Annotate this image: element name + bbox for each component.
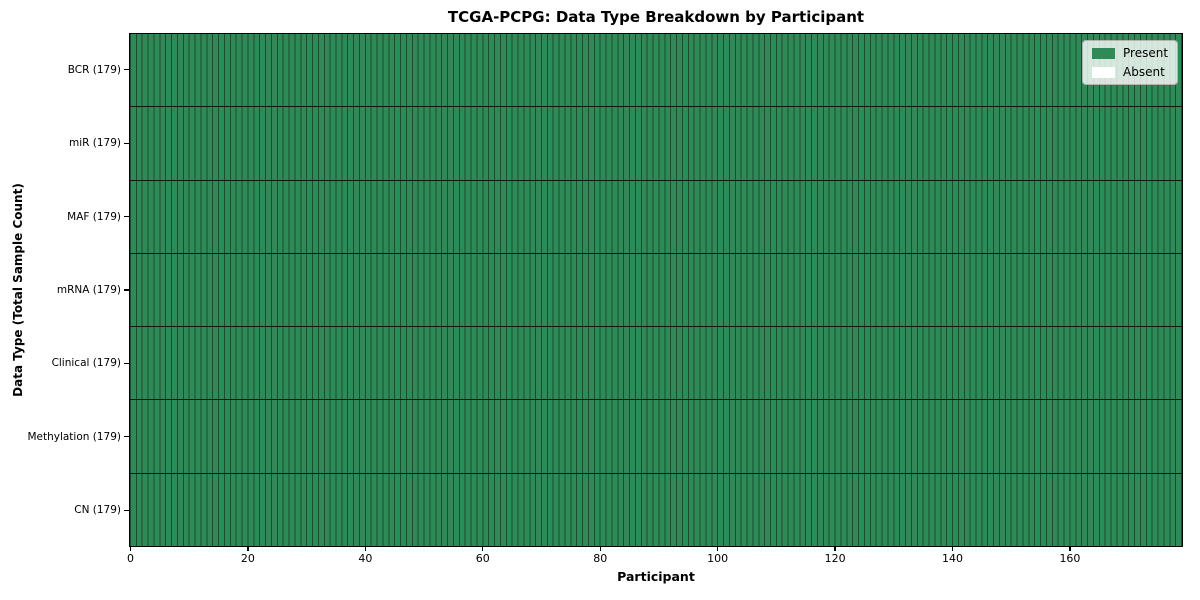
y-tick-mark (124, 215, 129, 218)
heatmap-row-mir (130, 107, 1182, 181)
x-tick-mark (599, 547, 601, 551)
x-tick-mark (1069, 547, 1071, 551)
y-tick-mark (124, 362, 129, 365)
heatmap-row-bcr (130, 34, 1182, 108)
x-tick-mark (717, 547, 719, 551)
x-axis-title: Participant (617, 569, 695, 584)
heatmap-row-maf (130, 180, 1182, 254)
x-tick-label-80: 80 (593, 552, 608, 565)
legend-label-present: Present (1123, 46, 1169, 60)
y-tick-mark (124, 142, 129, 144)
heatmap-row-mrna (130, 253, 1182, 328)
chart-title: TCGA-PCPG: Data Type Breakdown by Partic… (447, 8, 865, 26)
y-tick-label-maf: MAF (179) (67, 210, 121, 223)
legend: Present Absent (1082, 40, 1179, 85)
legend-swatch-absent-icon (1092, 66, 1115, 78)
x-tick-mark (247, 547, 249, 551)
y-tick-mark (124, 289, 129, 291)
y-tick-label-methylation: Methylation (179) (27, 430, 121, 443)
y-tick-label-bcr: BCR (179) (67, 63, 121, 76)
x-tick-mark (364, 547, 366, 551)
heatmap-row-methylation (130, 400, 1182, 474)
heatmap-row-cn (130, 473, 1182, 546)
y-tick-mark (124, 509, 129, 511)
x-tick-label-120: 120 (824, 552, 846, 565)
x-tick-label-60: 60 (475, 552, 490, 565)
x-tick-label-0: 0 (127, 552, 134, 565)
y-tick-label-mir: miR (179) (68, 137, 121, 150)
legend-item-absent: Absent (1092, 65, 1168, 79)
legend-item-present: Present (1092, 46, 1168, 60)
x-tick-mark (951, 547, 954, 551)
y-tick-mark (124, 436, 129, 438)
x-tick-mark (482, 547, 484, 551)
x-tick-label-160: 160 (1059, 552, 1081, 565)
legend-swatch-present-icon (1092, 47, 1115, 59)
plot-area (129, 33, 1183, 547)
x-tick-label-140: 140 (942, 552, 963, 565)
legend-label-absent: Absent (1123, 65, 1165, 79)
heatmap-row-clinical (130, 327, 1182, 401)
x-tick-label-20: 20 (240, 552, 255, 565)
y-tick-label-cn: CN (179) (74, 504, 121, 517)
y-tick-mark (124, 69, 129, 71)
x-tick-mark (129, 547, 132, 551)
y-tick-label-mrna: mRNA (179) (56, 284, 121, 296)
y-tick-label-clinical: Clinical (179) (51, 357, 121, 370)
x-tick-label-40: 40 (358, 552, 373, 565)
x-tick-mark (834, 547, 836, 551)
x-tick-label-100: 100 (707, 552, 729, 565)
